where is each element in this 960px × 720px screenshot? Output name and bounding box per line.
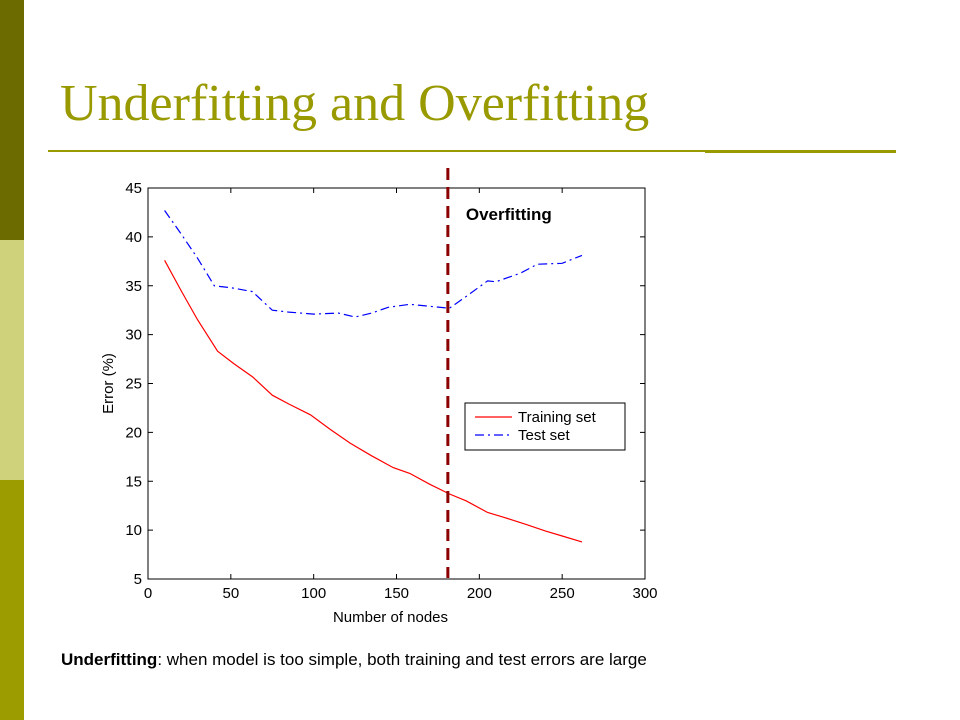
- y-tick-label: 25: [125, 376, 142, 393]
- legend-label-test: Test set: [518, 427, 571, 444]
- legend-box: [464, 402, 626, 451]
- x-tick-label: 50: [222, 585, 239, 602]
- x-tick-label: 300: [632, 585, 657, 602]
- y-axis-label: Error (%): [100, 353, 117, 414]
- x-tick-label: 0: [144, 585, 152, 602]
- y-tick-label: 40: [125, 229, 142, 246]
- x-tick-label: 150: [384, 585, 409, 602]
- y-tick-label: 5: [134, 571, 142, 588]
- x-axis-label: Number of nodes: [333, 609, 448, 626]
- training-set-line: [164, 260, 583, 543]
- y-tick-label: 45: [125, 180, 142, 197]
- x-tick-label: 250: [550, 585, 575, 602]
- chart-axes: 0 50 100 150 200 250 300 5 10 15 20 25 30 35 40 45 Numbe…: [100, 180, 658, 626]
- y-tick-label: 15: [125, 473, 142, 490]
- x-tick-label: 200: [467, 585, 492, 602]
- caption-term: Underfitting: [61, 650, 158, 669]
- title-underline-accent: [705, 150, 896, 153]
- caption-text: : when model is too simple, both trainin…: [157, 650, 647, 669]
- sidebar-stripe-bottom: [0, 480, 24, 720]
- slide-caption: Underfitting: when model is too simple, …: [61, 650, 647, 670]
- sidebar-stripe-middle: [0, 240, 24, 480]
- y-tick-label: 10: [125, 522, 142, 539]
- x-tick-label: 100: [301, 585, 326, 602]
- overfitting-annotation: Overfitting: [446, 168, 552, 578]
- chart-series: [164, 210, 583, 543]
- plot-frame: [147, 187, 646, 580]
- y-tick-label: 30: [125, 327, 142, 344]
- slide-title: Underfitting and Overfitting: [60, 75, 650, 132]
- error-chart: 0 50 100 150 200 250 300 5 10 15 20 25 30 35 40 45 Numbe…: [100, 168, 658, 626]
- y-tick-label: 20: [125, 424, 142, 441]
- legend-label-training: Training set: [518, 409, 597, 426]
- y-tick-label: 35: [125, 278, 142, 295]
- overfitting-label: Overfitting: [466, 205, 552, 224]
- title-underline: [48, 150, 896, 152]
- test-set-line: [164, 210, 583, 318]
- sidebar-stripe-top: [0, 0, 24, 240]
